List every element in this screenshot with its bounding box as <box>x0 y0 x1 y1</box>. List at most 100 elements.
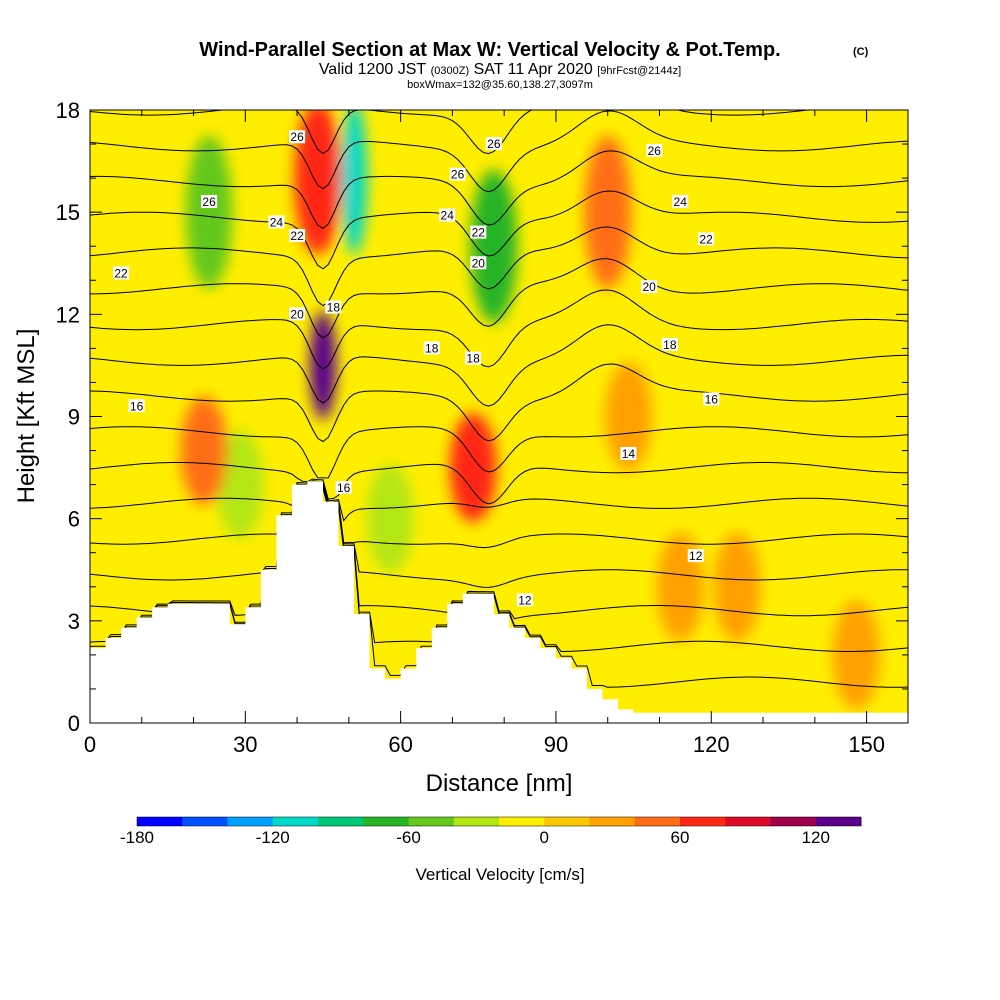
contour-label: 18 <box>465 351 482 366</box>
theta-contour <box>90 486 908 653</box>
plot-area: 22 26 24 26 22 20 18 16 26 24 22 20 18 18 26 12 26 24 22 20… <box>90 110 908 723</box>
contour-label-text: 16 <box>337 481 351 495</box>
contour-label: 18 <box>423 341 440 355</box>
contour-label: 26 <box>289 130 306 144</box>
colorbar-segment <box>363 817 409 826</box>
theta-contour <box>90 324 908 407</box>
colorbar-segment <box>680 817 726 826</box>
contour-label-text: 24 <box>270 215 284 229</box>
contour-label: 16 <box>703 392 720 406</box>
contour-label-text: 18 <box>425 341 439 355</box>
contour-label-text: 26 <box>202 195 216 209</box>
contour-label-text: 22 <box>114 266 128 280</box>
colorbar-tick-label: 120 <box>802 828 830 847</box>
colorbar-tick-label: -180 <box>120 828 154 847</box>
contour-label: 24 <box>672 194 689 209</box>
contour-label: 22 <box>289 229 306 243</box>
colorbar-segment <box>182 817 228 826</box>
colorbar-tick-label: -60 <box>396 828 421 847</box>
contour-label-text: 26 <box>487 137 501 151</box>
contour-label: 26 <box>485 137 502 151</box>
contour-label: 20 <box>641 280 658 294</box>
colorbar-tick-label: -120 <box>256 828 290 847</box>
x-tick-label: 90 <box>544 732 568 757</box>
colorbar-segment <box>815 817 862 826</box>
colorbar-segment <box>137 817 183 826</box>
colorbar-segment <box>725 817 771 826</box>
contour-label: 16 <box>128 399 145 413</box>
valid-time-line: Valid 1200 JST (0300Z) SAT 11 Apr 2020 [… <box>319 61 681 78</box>
velocity-feature <box>294 110 342 255</box>
colorbar-segment <box>544 817 590 826</box>
theta-contour <box>90 190 908 270</box>
contour-label-text: 26 <box>451 168 465 182</box>
theta-contour <box>90 426 908 479</box>
contour-label: 22 <box>470 225 487 240</box>
y-tick-label: 6 <box>68 507 80 532</box>
chart-title: Wind-Parallel Section at Max W: Vertical… <box>199 39 780 61</box>
contour-label: 12 <box>687 549 704 563</box>
colorbar-tick-label: 0 <box>540 828 549 847</box>
contour-label-text: 18 <box>327 301 341 315</box>
contour-label-text: 22 <box>472 226 486 240</box>
contour-label-text: 24 <box>674 195 688 209</box>
vertical-velocity-field <box>180 110 880 710</box>
contour-label-text: 20 <box>290 307 304 321</box>
y-tick-label: 0 <box>68 711 80 736</box>
velocity-feature <box>309 311 336 420</box>
contour-label: 24 <box>268 215 285 229</box>
velocity-feature <box>470 169 518 323</box>
contour-label: 16 <box>335 481 352 495</box>
axes: 0 30 60 90 120 150 0 3 6 9 12 15 18 <box>56 98 908 757</box>
contour-label: 18 <box>661 337 678 352</box>
y-tick-label: 15 <box>56 200 80 225</box>
contour-label: 18 <box>325 300 342 315</box>
contour-label: 20 <box>470 256 487 270</box>
colorbar-segment <box>318 817 364 826</box>
contour-label-text: 20 <box>472 256 486 270</box>
x-axis-title: Distance [nm] <box>426 770 573 797</box>
velocity-feature <box>180 396 228 505</box>
theta-contour <box>90 482 908 588</box>
contour-label-text: 24 <box>441 209 455 223</box>
x-tick-label: 120 <box>693 732 730 757</box>
colorbar-segment <box>272 817 319 826</box>
contour-label-text: 26 <box>290 130 304 144</box>
contour-label: 26 <box>646 143 663 158</box>
theta-contour <box>90 363 908 443</box>
colorbar: -180 -120 -60 0 60 120 <box>120 816 862 847</box>
y-axis-title: Height [Kft MSL] <box>13 329 40 504</box>
y-tick-label: 9 <box>68 405 80 430</box>
y-tick-label: 3 <box>68 609 80 634</box>
theta-contour <box>90 289 908 370</box>
contour-label: 22 <box>113 266 130 280</box>
box-wmax-line: boxWmax=132@35.60,138.27,3097m <box>407 79 593 91</box>
contour-label-text: 18 <box>466 352 480 366</box>
colorbar-frame <box>136 816 862 827</box>
contour-labels: 22 26 24 26 22 20 18 16 26 24 22 20 18 18 26 12 26 24 22 20… <box>113 130 720 607</box>
theta-contour <box>90 480 908 522</box>
x-tick-label: 150 <box>848 732 885 757</box>
theta-contour <box>90 481 908 549</box>
velocity-feature <box>185 135 233 289</box>
contour-label-text: 12 <box>689 549 703 563</box>
theta-contour <box>90 110 908 193</box>
velocity-feature <box>713 532 761 642</box>
contour-label: 14 <box>620 446 637 461</box>
theta-contour <box>90 484 908 620</box>
contour-label-text: 16 <box>130 399 144 413</box>
colorbar-title: Vertical Velocity [cm/s] <box>415 865 584 884</box>
terrain <box>90 481 908 723</box>
y-tick-label: 12 <box>56 302 80 327</box>
contour-label-text: 22 <box>290 229 304 243</box>
theta-contour <box>90 226 908 307</box>
theta-contour <box>90 150 908 230</box>
contour-label-text: 22 <box>699 232 713 246</box>
colorbar-segment <box>634 817 681 826</box>
colorbar-segment <box>408 817 455 826</box>
theta-contours <box>90 110 908 688</box>
velocity-feature <box>449 413 497 522</box>
contour-label-text: 16 <box>705 392 719 406</box>
contour-label-text: 12 <box>518 593 532 607</box>
x-tick-label: 60 <box>388 732 412 757</box>
